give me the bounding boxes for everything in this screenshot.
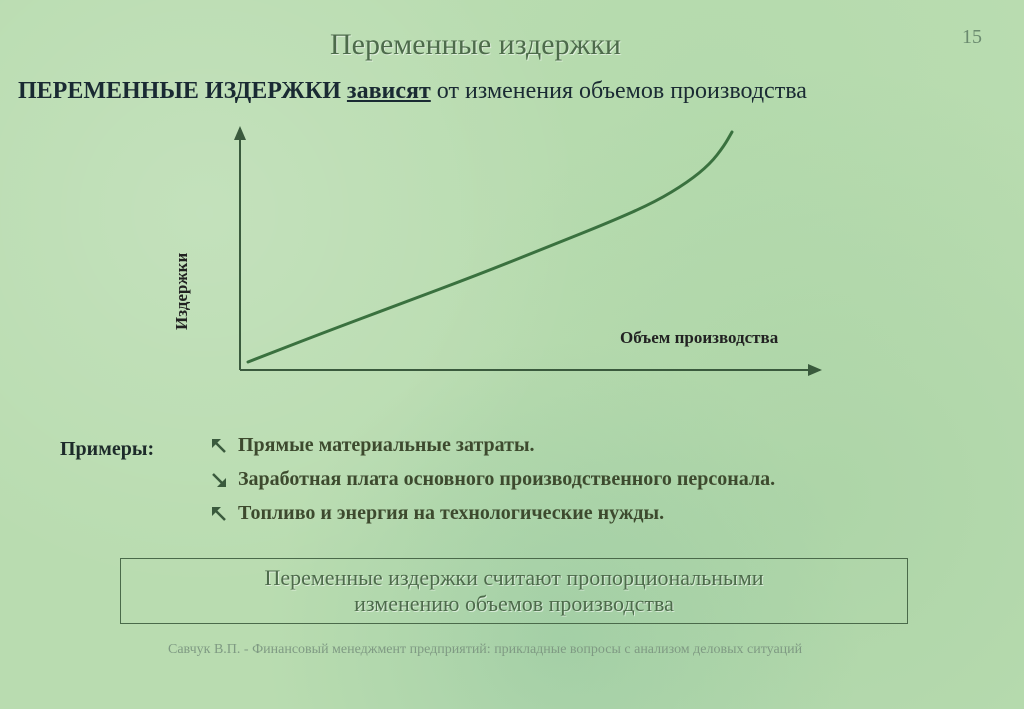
arrow-down-right-icon xyxy=(210,471,228,489)
example-item: Топливо и энергия на технологические нуж… xyxy=(210,502,664,525)
footer-citation: Савчук В.П. - Финансовый менеджмент пред… xyxy=(168,642,802,658)
example-item-text: Прямые материальные затраты. xyxy=(238,434,535,456)
variable-costs-chart xyxy=(200,120,840,390)
subtitle-bold: ПЕРЕМЕННЫЕ ИЗДЕРЖКИ xyxy=(18,78,341,104)
summary-box: Переменные издержки считают пропорционал… xyxy=(120,558,908,624)
arrow-up-left-icon xyxy=(210,505,228,523)
summary-line-1: Переменные издержки считают пропорционал… xyxy=(121,565,907,591)
page-number: 15 xyxy=(962,26,982,49)
example-item-text: Топливо и энергия на технологические нуж… xyxy=(238,502,664,524)
example-item-text: Заработная плата основного производствен… xyxy=(238,468,775,490)
arrow-up-left-icon xyxy=(210,437,228,455)
example-item: Заработная плата основного производствен… xyxy=(210,468,775,491)
example-item: Прямые материальные затраты. xyxy=(210,434,535,457)
slide-title: Переменные издержки xyxy=(330,28,621,62)
subtitle-rest: от изменения объемов производства xyxy=(437,78,807,104)
x-axis-label: Объем производства xyxy=(620,328,778,348)
y-axis-label: Издержки xyxy=(172,253,192,330)
slide-subtitle: ПЕРЕМЕННЫЕ ИЗДЕРЖКИ зависят от изменения… xyxy=(18,78,807,105)
summary-line-2: изменению объемов производства xyxy=(121,591,907,617)
examples-label: Примеры: xyxy=(60,438,154,461)
subtitle-underlined: зависят xyxy=(347,78,431,104)
